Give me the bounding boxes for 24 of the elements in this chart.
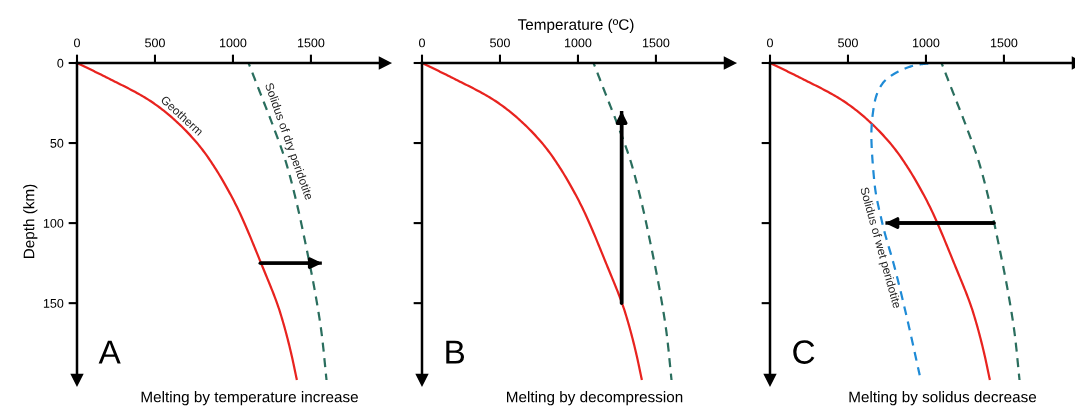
x-tick-label: 1500 bbox=[990, 38, 1018, 48]
annotation: B bbox=[446, 340, 465, 364]
y-axis-title: Depth (km) bbox=[23, 184, 38, 259]
x-tick-label: 1000 bbox=[220, 38, 247, 48]
y-tick-label: 100 bbox=[43, 218, 64, 228]
x-tick-label: 1000 bbox=[913, 38, 940, 48]
text: Melting by solidus decrease bbox=[849, 391, 1037, 406]
x-tick-label: 0 bbox=[74, 38, 80, 48]
x-tick-label: 500 bbox=[838, 38, 858, 48]
x-tick-label: 1500 bbox=[642, 38, 670, 48]
annotation: C bbox=[793, 340, 815, 364]
x-tick-label: 500 bbox=[490, 38, 510, 48]
x-tick-label: 500 bbox=[145, 38, 165, 48]
y-tick-label: 0 bbox=[57, 58, 64, 68]
x-tick-label: 0 bbox=[419, 38, 425, 48]
x-tick-label: 1500 bbox=[297, 38, 325, 48]
text: Melting by temperature increase bbox=[141, 391, 358, 406]
x-tick-label: 0 bbox=[767, 38, 773, 48]
text: Melting by decompression bbox=[507, 391, 683, 406]
y-tick-label: 50 bbox=[50, 138, 64, 148]
x-tick-label: 1000 bbox=[565, 38, 592, 48]
annotation: A bbox=[98, 340, 121, 364]
y-tick-label: 150 bbox=[43, 298, 64, 308]
x-axis-title: Temperature (ºC) bbox=[517, 18, 634, 33]
